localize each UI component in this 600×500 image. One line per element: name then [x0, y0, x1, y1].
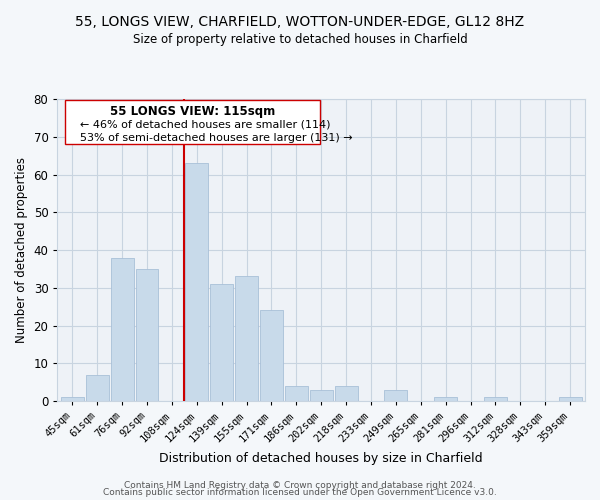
- Bar: [385, 390, 407, 401]
- Text: Size of property relative to detached houses in Charfield: Size of property relative to detached ho…: [133, 32, 467, 46]
- X-axis label: Distribution of detached houses by size in Charfield: Distribution of detached houses by size …: [160, 452, 483, 465]
- Bar: [434, 398, 457, 401]
- Bar: [559, 398, 581, 401]
- Bar: [310, 390, 332, 401]
- Text: Contains public sector information licensed under the Open Government Licence v3: Contains public sector information licen…: [103, 488, 497, 497]
- Bar: [136, 269, 158, 401]
- Y-axis label: Number of detached properties: Number of detached properties: [15, 157, 28, 343]
- Bar: [111, 258, 134, 401]
- Text: 53% of semi-detached houses are larger (131) →: 53% of semi-detached houses are larger (…: [80, 133, 352, 143]
- Text: Contains HM Land Registry data © Crown copyright and database right 2024.: Contains HM Land Registry data © Crown c…: [124, 480, 476, 490]
- Bar: [185, 163, 208, 401]
- FancyBboxPatch shape: [65, 100, 320, 144]
- Bar: [335, 386, 358, 401]
- Bar: [260, 310, 283, 401]
- Bar: [285, 386, 308, 401]
- Text: 55, LONGS VIEW, CHARFIELD, WOTTON-UNDER-EDGE, GL12 8HZ: 55, LONGS VIEW, CHARFIELD, WOTTON-UNDER-…: [76, 15, 524, 29]
- Bar: [61, 398, 84, 401]
- Text: ← 46% of detached houses are smaller (114): ← 46% of detached houses are smaller (11…: [80, 120, 331, 130]
- Bar: [210, 284, 233, 401]
- Bar: [484, 398, 507, 401]
- Bar: [86, 374, 109, 401]
- Bar: [235, 276, 258, 401]
- Text: 55 LONGS VIEW: 115sqm: 55 LONGS VIEW: 115sqm: [110, 104, 275, 118]
